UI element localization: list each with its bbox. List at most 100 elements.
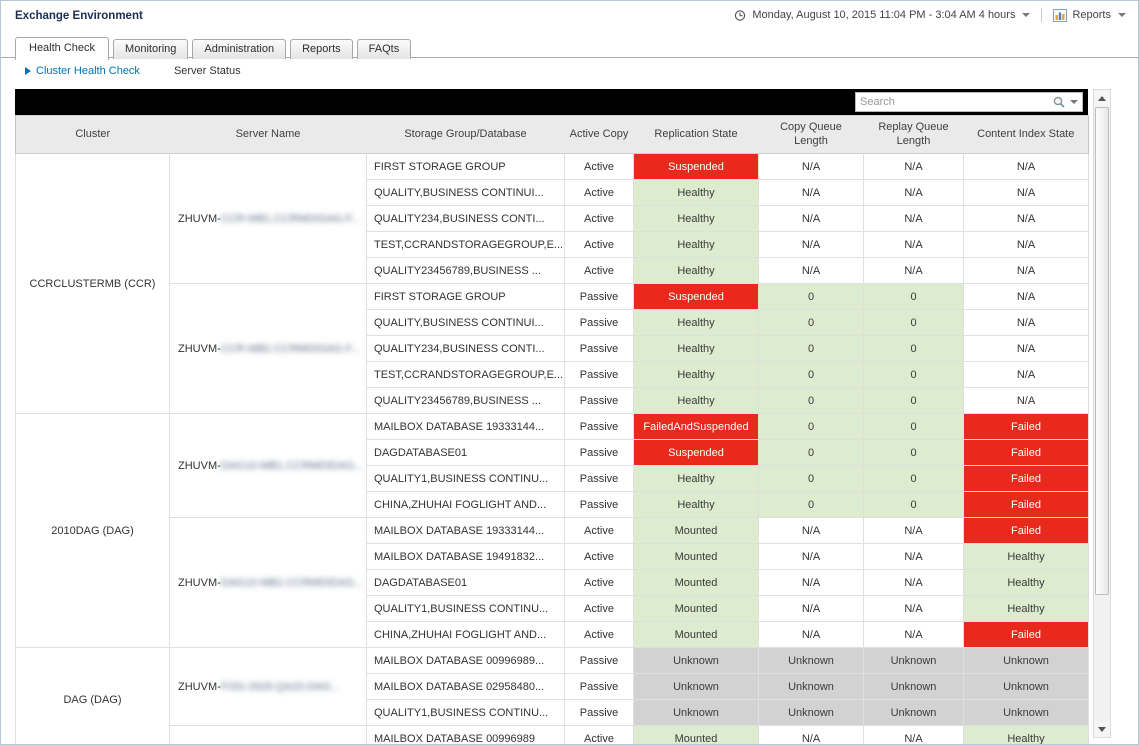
replay-queue-cell: N/A bbox=[863, 231, 964, 258]
subnav-item-cluster-health-check[interactable]: Cluster Health Check bbox=[25, 65, 140, 77]
table-row[interactable]: DAGDATABASE01 Passive Suspended 0 0 Failed bbox=[16, 439, 1089, 466]
active-copy-cell: Passive bbox=[564, 465, 634, 492]
database-cell: MAILBOX DATABASE 00996989... bbox=[366, 647, 565, 674]
replay-queue-cell: N/A bbox=[863, 153, 964, 180]
table-row[interactable]: CHINA,ZHUHAI FOGLIGHT AND... Active Mounte… bbox=[16, 621, 1089, 648]
table-row[interactable]: QUALITY1,BUSINESS CONTINU... Active Mounte… bbox=[16, 595, 1089, 622]
table-row[interactable]: TEST,CCRANDSTORAGEGROUP,E... Passive Healt… bbox=[16, 361, 1089, 388]
content-index-cell: Healthy bbox=[963, 543, 1089, 570]
search-input[interactable] bbox=[856, 94, 1052, 110]
copy-queue-cell: N/A bbox=[758, 725, 864, 744]
database-cell: TEST,CCRANDSTORAGEGROUP,E... bbox=[366, 361, 565, 388]
tab-monitoring[interactable]: Monitoring bbox=[113, 39, 189, 59]
tab-reports[interactable]: Reports bbox=[290, 39, 353, 59]
content-index-cell: Failed bbox=[963, 413, 1089, 440]
active-copy-cell: Active bbox=[564, 517, 634, 544]
content-index-cell: N/A bbox=[963, 153, 1089, 180]
vertical-scrollbar[interactable] bbox=[1093, 89, 1111, 738]
replication-state-cell: Unknown bbox=[633, 699, 759, 726]
content-index-cell: N/A bbox=[963, 205, 1089, 232]
table-row[interactable]: QUALITY234,BUSINESS CONTI... Passive Healt… bbox=[16, 335, 1089, 362]
active-copy-cell: Passive bbox=[564, 309, 634, 336]
column-header-copy-queue-length[interactable]: Copy Queue Length bbox=[758, 115, 864, 154]
server-name-prefix: ZHUVM- bbox=[178, 212, 221, 225]
table-row[interactable]: MAILBOX DATABASE 02958480... Passive Unkno… bbox=[16, 673, 1089, 700]
column-header-storage-group-database[interactable]: Storage Group/Database bbox=[366, 115, 565, 154]
replication-state-cell: Unknown bbox=[633, 647, 759, 674]
column-header-replay-queue-length[interactable]: Replay Queue Length bbox=[863, 115, 964, 154]
reports-menu[interactable]: Reports bbox=[1053, 8, 1126, 22]
column-header-content-index-state[interactable]: Content Index State bbox=[963, 115, 1089, 154]
top-controls: Monday, August 10, 2015 11:04 PM - 3:04 … bbox=[734, 8, 1126, 22]
server-name-redacted: DAG10-MB2.CCRMDIDAG... bbox=[220, 576, 364, 589]
database-cell: QUALITY1,BUSINESS CONTINU... bbox=[366, 699, 565, 726]
table-row[interactable]: MAILBOX DATABASE 19491832... Active Mounte… bbox=[16, 543, 1089, 570]
content-index-cell: N/A bbox=[963, 231, 1089, 258]
replay-queue-cell: N/A bbox=[863, 543, 964, 570]
replication-state-cell: Mounted bbox=[633, 517, 759, 544]
table-row[interactable]: QUALITY,BUSINESS CONTINUI... Active Health… bbox=[16, 179, 1089, 206]
content-index-cell: Unknown bbox=[963, 673, 1089, 700]
scroll-up-button[interactable] bbox=[1094, 90, 1110, 106]
table-row[interactable]: CCRCLUSTERMB (CCR) ZHUVM-CCR-MB1.CCRMDIGA… bbox=[15, 153, 1089, 414]
table-row[interactable]: ZHUVM-CCR-MB2.CCRMDIGAG.F... FIRST STORAG… bbox=[16, 283, 1089, 414]
tab-administration[interactable]: Administration bbox=[192, 39, 287, 59]
database-cell: QUALITY234,BUSINESS CONTI... bbox=[366, 205, 565, 232]
replication-state-cell: Suspended bbox=[633, 439, 759, 466]
content-index-cell: Unknown bbox=[963, 647, 1089, 674]
sub-navigation: Cluster Health Check Server Status bbox=[25, 65, 241, 77]
table-row[interactable]: MAILBOX DATABASE 00996989 Active Mounted N/… bbox=[16, 725, 1089, 744]
tab-health-check[interactable]: Health Check bbox=[15, 37, 110, 60]
copy-queue-cell: N/A bbox=[758, 231, 864, 258]
table-row[interactable]: DAG (DAG) ZHUVM-FOG-2926.QA20.DAG... MAILB… bbox=[15, 647, 1089, 744]
replication-state-cell: Healthy bbox=[633, 257, 759, 284]
table-row[interactable]: 2010DAG (DAG) ZHUVM-DAG10-MB1.CCRMDIDAG..… bbox=[15, 413, 1089, 648]
database-cell: DAGDATABASE01 bbox=[366, 439, 565, 466]
replay-queue-cell: Unknown bbox=[863, 699, 964, 726]
server-name-cell: ZHUVM-FOG-2926.QA20.DAG... bbox=[169, 647, 367, 726]
copy-queue-cell: 0 bbox=[758, 387, 864, 414]
content-index-cell: N/A bbox=[963, 335, 1089, 362]
tab-faqts[interactable]: FAQts bbox=[356, 39, 412, 59]
copy-queue-cell: 0 bbox=[758, 335, 864, 362]
search-button[interactable] bbox=[1052, 95, 1082, 109]
chevron-down-icon bbox=[1022, 13, 1031, 17]
content-index-cell: Failed bbox=[963, 621, 1089, 648]
replay-queue-cell: 0 bbox=[863, 283, 964, 310]
table-row[interactable]: DAGDATABASE01 Active Mounted N/A N/A Healthy bbox=[16, 569, 1089, 596]
table-row[interactable]: QUALITY23456789,BUSINESS ... Passive Healt… bbox=[16, 387, 1089, 414]
column-header-replication-state[interactable]: Replication State bbox=[633, 115, 759, 154]
column-header-active-copy[interactable]: Active Copy bbox=[564, 115, 634, 154]
copy-queue-cell: 0 bbox=[758, 491, 864, 518]
scrollbar-thumb[interactable] bbox=[1095, 107, 1109, 595]
copy-queue-cell: N/A bbox=[758, 595, 864, 622]
active-copy-cell: Active bbox=[564, 569, 634, 596]
database-cell: QUALITY1,BUSINESS CONTINU... bbox=[366, 595, 565, 622]
chevron-down-icon bbox=[1118, 13, 1126, 17]
copy-queue-cell: Unknown bbox=[758, 699, 864, 726]
database-cell: FIRST STORAGE GROUP bbox=[366, 153, 565, 180]
server-name-cell bbox=[169, 725, 367, 744]
database-cell: CHINA,ZHUHAI FOGLIGHT AND... bbox=[366, 621, 565, 648]
report-chart-icon bbox=[1053, 8, 1068, 22]
replication-state-cell: Suspended bbox=[633, 153, 759, 180]
column-header-cluster[interactable]: Cluster bbox=[15, 115, 170, 154]
copy-queue-cell: N/A bbox=[758, 569, 864, 596]
subnav-item-server-status[interactable]: Server Status bbox=[174, 65, 241, 77]
table-row[interactable]: QUALITY1,BUSINESS CONTINU... Passive Healt… bbox=[16, 465, 1089, 492]
replication-state-cell: Suspended bbox=[633, 283, 759, 310]
cluster-health-table: Cluster Server Name Storage Group/Database… bbox=[15, 115, 1089, 744]
scroll-down-button[interactable] bbox=[1094, 721, 1110, 737]
database-cell: QUALITY1,BUSINESS CONTINU... bbox=[366, 465, 565, 492]
replication-state-cell: Mounted bbox=[633, 725, 759, 744]
replication-state-cell: Healthy bbox=[633, 387, 759, 414]
content-index-cell: N/A bbox=[963, 387, 1089, 414]
server-name-redacted: CCR-MB1.CCRMDIGAG.F... bbox=[220, 212, 361, 225]
replication-state-cell: Healthy bbox=[633, 335, 759, 362]
table-row[interactable]: ZHUVM-DAG10-MB2.CCRMDIDAG... MAILBOX DATA… bbox=[16, 517, 1089, 648]
table-row[interactable]: QUALITY234,BUSINESS CONTI... Active Health… bbox=[16, 205, 1089, 232]
column-header-server-name[interactable]: Server Name bbox=[169, 115, 367, 154]
time-range-selector[interactable]: Monday, August 10, 2015 11:04 PM - 3:04 … bbox=[734, 9, 1031, 22]
copy-queue-cell: N/A bbox=[758, 205, 864, 232]
replication-state-cell: Mounted bbox=[633, 569, 759, 596]
